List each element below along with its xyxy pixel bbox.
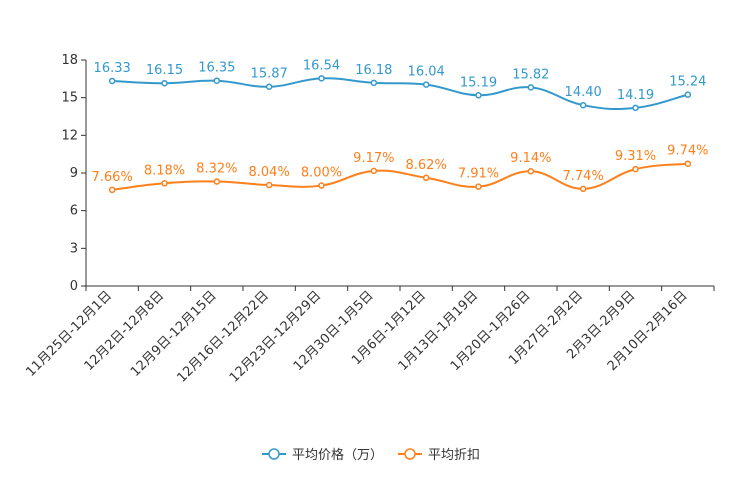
data-label: 9.17%: [353, 151, 394, 166]
data-label: 9.14%: [510, 151, 551, 166]
data-point[interactable]: [475, 92, 482, 99]
data-label: 16.15: [146, 63, 183, 78]
data-label: 16.54: [303, 58, 340, 73]
data-point[interactable]: [318, 75, 325, 82]
legend-label: 平均价格（万）: [292, 447, 383, 463]
data-label: 7.74%: [563, 169, 604, 184]
y-tick-label: 6: [70, 204, 78, 219]
y-tick-label: 18: [61, 53, 78, 68]
data-point[interactable]: [108, 77, 116, 85]
legend-item-1[interactable]: 平均折扣: [398, 448, 480, 463]
legend-marker: [268, 448, 280, 460]
data-label: 14.19: [617, 88, 654, 103]
series-line-0: [112, 77, 689, 111]
data-label: 16.04: [408, 65, 445, 80]
y-tick-label: 3: [70, 241, 78, 256]
data-point[interactable]: [579, 185, 587, 193]
chart-series: [108, 75, 692, 194]
data-label: 16.33: [94, 61, 131, 76]
legend-label: 平均折扣: [428, 448, 480, 463]
data-point[interactable]: [684, 91, 692, 98]
series-line-1: [112, 162, 688, 191]
data-label: 15.87: [251, 67, 288, 82]
data-label: 15.82: [512, 67, 549, 82]
legend-marker: [404, 448, 416, 460]
x-tick-label: 12月16日-12月22日: [175, 288, 272, 385]
data-label: 15.24: [669, 75, 706, 90]
data-point[interactable]: [370, 167, 378, 175]
data-label: 15.19: [460, 75, 497, 90]
y-tick-label: 0: [70, 279, 78, 294]
data-label: 7.66%: [92, 170, 133, 185]
data-point[interactable]: [265, 83, 273, 90]
data-point[interactable]: [527, 84, 535, 91]
data-point[interactable]: [108, 186, 116, 194]
data-label: 8.32%: [196, 162, 237, 177]
legend-item-0[interactable]: 平均价格（万）: [262, 447, 383, 463]
data-label: 9.74%: [667, 144, 708, 159]
data-point[interactable]: [684, 160, 692, 167]
y-tick-label: 9: [70, 166, 78, 181]
data-label: 8.00%: [301, 166, 342, 181]
chart-legend[interactable]: 平均价格（万） 平均折扣: [262, 447, 480, 463]
chart-axes: 036912151811月25日-12月1日12月2日-12月8日12月9日-1…: [23, 53, 715, 386]
data-label: 8.62%: [406, 158, 447, 173]
data-point[interactable]: [370, 79, 378, 87]
data-label: 8.04%: [249, 165, 290, 180]
y-tick-label: 12: [61, 128, 78, 143]
data-point[interactable]: [161, 79, 168, 87]
data-point[interactable]: [527, 167, 535, 175]
data-label: 16.35: [198, 61, 235, 76]
data-label: 14.40: [565, 85, 602, 100]
data-label: 8.18%: [144, 163, 185, 178]
data-point[interactable]: [632, 165, 639, 173]
data-point[interactable]: [161, 180, 168, 187]
x-tick-label: 12月23日-12月29日: [227, 288, 324, 385]
data-point[interactable]: [213, 77, 221, 84]
data-point[interactable]: [422, 81, 430, 88]
data-point[interactable]: [213, 178, 221, 185]
data-label: 16.18: [355, 63, 392, 78]
data-point[interactable]: [422, 174, 430, 182]
x-tick-label: 11月25日-12月1日: [23, 288, 115, 380]
data-label: 9.31%: [615, 149, 656, 164]
data-label: 7.91%: [458, 167, 499, 182]
data-point[interactable]: [579, 101, 587, 109]
data-point[interactable]: [318, 182, 325, 189]
data-point[interactable]: [265, 181, 273, 189]
chart-data-labels: 16.33 16.15 16.35 15.87 16.54 16.18 16.04 15.19…: [92, 58, 709, 184]
data-point[interactable]: [632, 104, 639, 112]
data-point[interactable]: [475, 183, 482, 190]
y-tick-label: 15: [61, 91, 78, 106]
